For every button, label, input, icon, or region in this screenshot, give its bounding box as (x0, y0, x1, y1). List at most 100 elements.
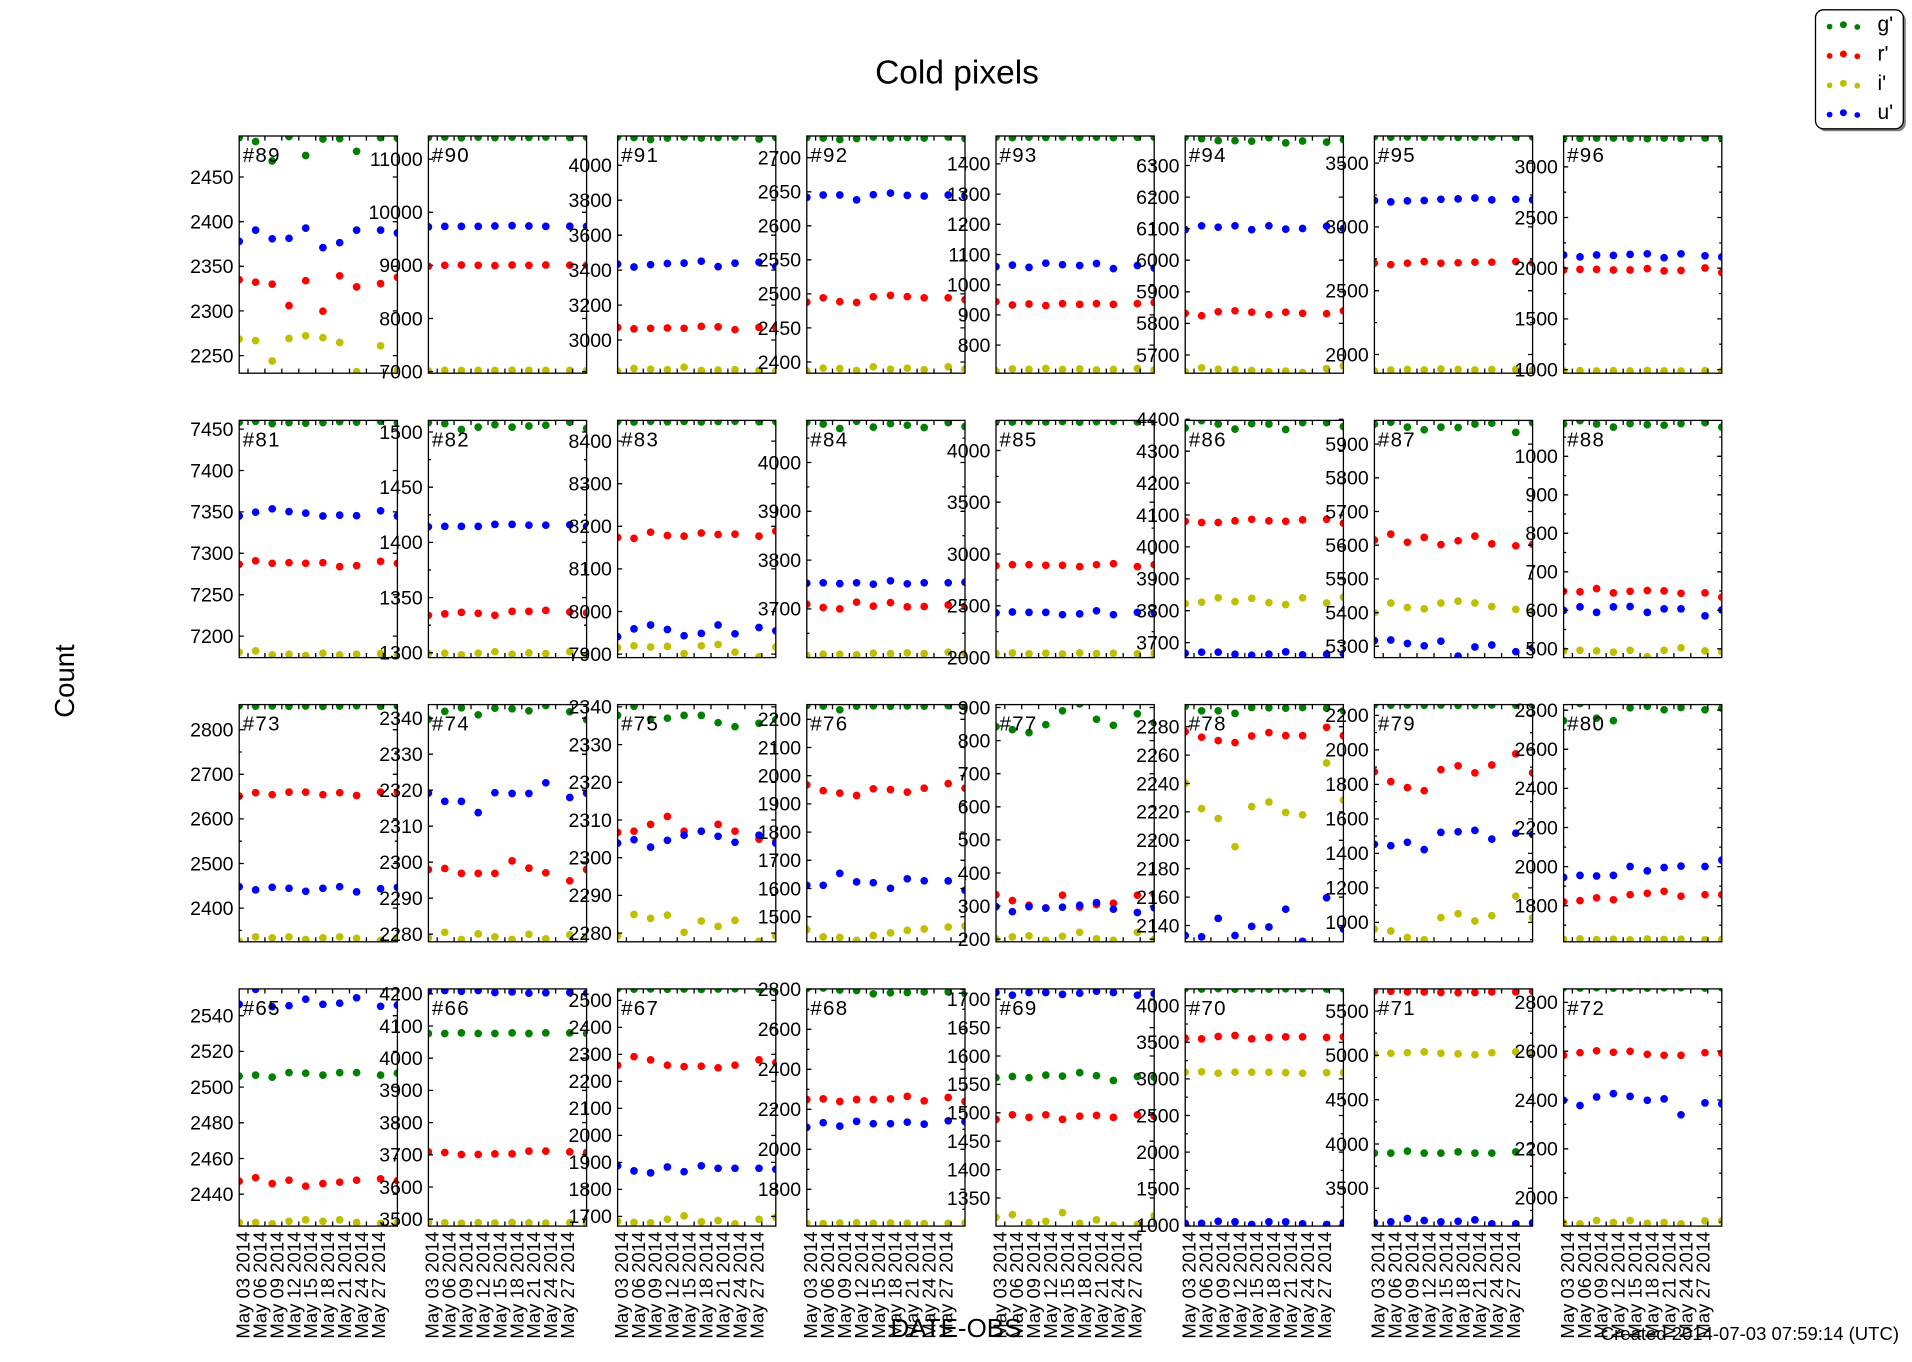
svg-text:2400: 2400 (1515, 1090, 1559, 1112)
svg-text:2800: 2800 (758, 979, 802, 1001)
svg-text:May 09 2014: May 09 2014 (456, 1232, 477, 1339)
svg-text:1500: 1500 (1515, 309, 1559, 331)
svg-text:5900: 5900 (1325, 434, 1369, 456)
svg-text:2340: 2340 (569, 697, 613, 719)
svg-text:2220: 2220 (1136, 802, 1180, 824)
svg-text:2400: 2400 (190, 898, 234, 920)
svg-text:1700: 1700 (569, 1206, 613, 1228)
svg-text:3800: 3800 (1136, 601, 1180, 623)
svg-text:2450: 2450 (758, 318, 802, 340)
svg-text:May 24 2014: May 24 2014 (919, 1232, 940, 1339)
svg-text:8400: 8400 (569, 431, 613, 453)
svg-text:5600: 5600 (1325, 535, 1369, 557)
svg-text:May 18 2014: May 18 2014 (696, 1232, 717, 1339)
svg-text:May 18 2014: May 18 2014 (1642, 1232, 1663, 1339)
svg-text:1300: 1300 (947, 184, 991, 206)
svg-text:1400: 1400 (1325, 843, 1369, 865)
svg-text:May 18 2014: May 18 2014 (506, 1232, 527, 1339)
svg-text:1650: 1650 (947, 1017, 991, 1039)
svg-text:5500: 5500 (1325, 569, 1369, 591)
svg-text:8100: 8100 (569, 559, 613, 581)
svg-text:May 21 2014: May 21 2014 (1658, 1232, 1679, 1339)
svg-text:2100: 2100 (569, 1098, 613, 1120)
svg-text:1600: 1600 (1325, 809, 1369, 831)
svg-text:May 12 2014: May 12 2014 (473, 1232, 494, 1339)
svg-text:7400: 7400 (190, 460, 234, 482)
svg-text:2160: 2160 (1136, 887, 1180, 909)
svg-text:2000: 2000 (1515, 258, 1559, 280)
svg-text:g': g' (1878, 13, 1894, 36)
svg-text:7250: 7250 (190, 585, 234, 607)
svg-text:#81: #81 (243, 428, 281, 451)
svg-text:1400: 1400 (947, 154, 991, 176)
svg-text:#86: #86 (1189, 428, 1227, 451)
svg-text:2000: 2000 (758, 1139, 802, 1161)
svg-text:May 24 2014: May 24 2014 (351, 1232, 372, 1339)
svg-text:2240: 2240 (1136, 773, 1180, 795)
svg-text:May 27 2014: May 27 2014 (1503, 1232, 1524, 1339)
svg-text:4400: 4400 (1136, 409, 1180, 431)
svg-text:3900: 3900 (1136, 569, 1180, 591)
svg-text:May 27 2014: May 27 2014 (936, 1232, 957, 1339)
svg-text:2320: 2320 (569, 772, 613, 794)
svg-text:3000: 3000 (1325, 217, 1369, 239)
svg-text:May 27 2014: May 27 2014 (746, 1232, 767, 1339)
svg-text:3900: 3900 (379, 1080, 423, 1102)
svg-text:#72: #72 (1567, 997, 1605, 1020)
svg-text:900: 900 (1525, 485, 1558, 507)
svg-text:2310: 2310 (569, 810, 613, 832)
svg-text:2500: 2500 (190, 853, 234, 875)
svg-text:2400: 2400 (758, 1059, 802, 1081)
svg-text:DATE-OBS: DATE-OBS (891, 1313, 1022, 1343)
svg-text:1600: 1600 (758, 878, 802, 900)
svg-text:300: 300 (958, 896, 991, 918)
svg-text:1500: 1500 (758, 907, 802, 929)
svg-text:May 18 2014: May 18 2014 (317, 1232, 338, 1339)
svg-text:#89: #89 (243, 144, 281, 167)
svg-text:#65: #65 (243, 997, 281, 1020)
svg-text:7350: 7350 (190, 502, 234, 524)
svg-text:May 06 2014: May 06 2014 (249, 1232, 270, 1339)
svg-text:1700: 1700 (758, 850, 802, 872)
svg-text:3000: 3000 (1136, 1069, 1180, 1091)
svg-text:1450: 1450 (947, 1131, 991, 1153)
svg-text:2200: 2200 (1515, 1139, 1559, 1161)
svg-text:#74: #74 (432, 713, 470, 736)
svg-text:5700: 5700 (1136, 345, 1180, 367)
svg-text:4000: 4000 (569, 155, 613, 177)
svg-text:May 03 2014: May 03 2014 (611, 1232, 632, 1339)
svg-text:May 15 2014: May 15 2014 (1625, 1232, 1646, 1339)
svg-text:Count: Count (49, 644, 80, 718)
svg-text:11000: 11000 (370, 149, 423, 171)
svg-text:8300: 8300 (569, 474, 613, 496)
svg-text:2450: 2450 (190, 167, 234, 189)
svg-text:May 09 2014: May 09 2014 (1591, 1232, 1612, 1339)
svg-text:2000: 2000 (947, 647, 991, 669)
svg-text:1000: 1000 (1515, 446, 1559, 468)
svg-text:May 06 2014: May 06 2014 (628, 1232, 649, 1339)
svg-text:#79: #79 (1378, 713, 1416, 736)
svg-text:1200: 1200 (1325, 878, 1369, 900)
svg-text:2000: 2000 (1325, 740, 1369, 762)
svg-text:7900: 7900 (569, 644, 613, 666)
svg-text:Cold pixels: Cold pixels (875, 55, 1039, 92)
svg-text:4100: 4100 (1136, 505, 1180, 527)
svg-text:1550: 1550 (947, 1074, 991, 1096)
svg-text:May 21 2014: May 21 2014 (1469, 1232, 1490, 1339)
svg-text:10000: 10000 (368, 202, 422, 224)
svg-text:May 21 2014: May 21 2014 (1091, 1232, 1112, 1339)
svg-text:2700: 2700 (758, 148, 802, 170)
svg-text:May 27 2014: May 27 2014 (557, 1232, 578, 1339)
svg-text:3600: 3600 (379, 1177, 423, 1199)
svg-text:4000: 4000 (379, 1048, 423, 1070)
svg-text:4000: 4000 (1325, 1134, 1369, 1156)
svg-text:May 12 2014: May 12 2014 (1229, 1232, 1250, 1339)
svg-text:May 18 2014: May 18 2014 (1263, 1232, 1284, 1339)
svg-text:2600: 2600 (758, 216, 802, 238)
svg-text:3200: 3200 (569, 295, 613, 317)
svg-text:#76: #76 (810, 713, 848, 736)
svg-text:2500: 2500 (569, 990, 613, 1012)
svg-text:May 12 2014: May 12 2014 (1608, 1232, 1629, 1339)
svg-text:200: 200 (958, 929, 991, 951)
svg-text:2500: 2500 (758, 284, 802, 306)
